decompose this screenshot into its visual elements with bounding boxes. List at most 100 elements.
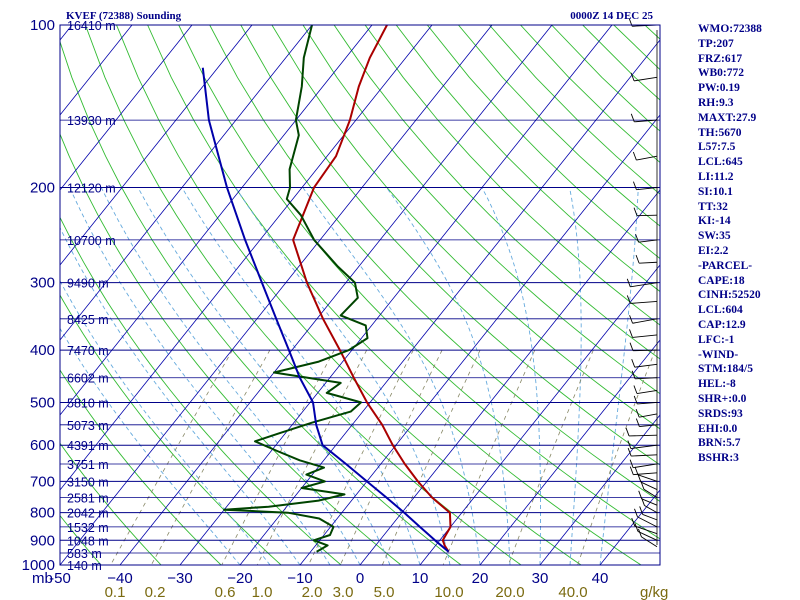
wind-barb bbox=[637, 516, 658, 528]
isotherm bbox=[119, 25, 553, 565]
wind-barb-flag bbox=[633, 207, 638, 216]
mixing-ratio-unit-label: g/kg bbox=[640, 584, 668, 600]
wind-barb bbox=[643, 488, 658, 498]
wind-barb bbox=[639, 413, 658, 418]
isotherm bbox=[479, 339, 660, 565]
sounding-index-item: LI:11.2 bbox=[698, 170, 734, 183]
mixing-ratio-tick-label: 20.0 bbox=[495, 584, 524, 600]
pressure-tick-label: 1000 bbox=[22, 557, 55, 574]
sounding-index-item: EHI:0.0 bbox=[698, 422, 738, 435]
height-level-label: 2581 m bbox=[67, 492, 109, 506]
moist-adiabat bbox=[137, 187, 391, 565]
isobar-grid bbox=[60, 24, 660, 566]
sounding-index-item: PW:0.19 bbox=[698, 82, 740, 95]
parcel-path bbox=[201, 67, 450, 553]
pressure-tick-label: 900 bbox=[30, 532, 55, 549]
wind-barb-flag bbox=[632, 181, 637, 190]
height-level-label: 140 m bbox=[67, 559, 102, 573]
mixing-ratio-tick-label: 10.0 bbox=[434, 584, 463, 600]
isotherm bbox=[60, 25, 193, 191]
wind-barb bbox=[636, 389, 658, 394]
mixing-ratio-tick-label: 0.1 bbox=[105, 584, 126, 600]
height-level-label: 3150 m bbox=[67, 475, 109, 489]
wind-barb bbox=[633, 472, 658, 476]
wind-barb-flag bbox=[630, 113, 635, 122]
wind-barb-flag bbox=[639, 506, 644, 515]
temperature-profile bbox=[292, 25, 452, 553]
wind-barb bbox=[630, 444, 658, 449]
isotherm bbox=[359, 189, 660, 565]
wind-barb-flag bbox=[638, 490, 643, 499]
wind-barb-flag bbox=[629, 466, 634, 475]
mixing-ratio-axis: 0.1 0.2 0.6 1.0 2.0 3.0 5.0 10.0 20.0 40.0 bbox=[105, 584, 588, 600]
temperature-axis: -50 −40 −30 −20 −10 0 10 20 30 40 bbox=[49, 570, 608, 587]
sounding-index-item: MAXT:27.9 bbox=[698, 111, 757, 124]
wind-barb-flag bbox=[633, 385, 638, 394]
pressure-tick-label: 500 bbox=[30, 394, 55, 411]
chart-title-station: KVEF (72388) Sounding bbox=[66, 10, 182, 22]
wind-barb-flag bbox=[638, 528, 642, 538]
pressure-tick-label: 300 bbox=[30, 275, 55, 292]
sounding-index-item: EI:2.2 bbox=[698, 244, 729, 257]
isotherm bbox=[539, 414, 660, 565]
wind-barb bbox=[641, 498, 658, 506]
pressure-tick-label: 400 bbox=[30, 342, 55, 359]
pressure-unit-label: mb bbox=[32, 570, 53, 587]
temperature-tick-label: 10 bbox=[412, 570, 429, 587]
wind-barb bbox=[639, 424, 658, 428]
sounding-indices: WMO:72388 TP:207 FRZ:617 WB0:772 PW:0.19 RH:9… bbox=[698, 22, 798, 466]
height-level-label: 8425 m bbox=[67, 313, 109, 327]
isotherm bbox=[239, 39, 660, 565]
wind-barb-flag bbox=[631, 370, 636, 379]
height-level-label: 7470 m bbox=[67, 344, 109, 358]
isotherm bbox=[419, 264, 660, 565]
mixing-ratio-tick-label: 3.0 bbox=[333, 584, 354, 600]
isotherm bbox=[60, 25, 493, 565]
wind-barb-flag bbox=[630, 72, 635, 82]
moist-adiabat bbox=[181, 187, 421, 565]
sounding-index-item: BSHR:3 bbox=[698, 452, 739, 465]
sounding-index-item: LCL:604 bbox=[698, 304, 743, 317]
sounding-index-item: TT:32 bbox=[698, 200, 728, 213]
wind-barb bbox=[630, 282, 658, 288]
mixing-ratio-tick-label: 40.0 bbox=[558, 584, 587, 600]
sounding-index-item: TH:5670 bbox=[698, 126, 742, 139]
wind-barb bbox=[638, 239, 658, 243]
wind-barb-flag bbox=[629, 329, 633, 338]
dewpoint-profile bbox=[223, 25, 369, 553]
sounding-index-item: SW:35 bbox=[698, 230, 731, 243]
sounding-index-item: L57:7.5 bbox=[698, 141, 736, 154]
pressure-axis: 100 200 300 400 500 600 700 800 900 1000 bbox=[22, 17, 55, 574]
sounding-index-item: -WIND- bbox=[698, 348, 739, 361]
height-level-label: 1532 m bbox=[67, 521, 109, 535]
wind-barb-flag bbox=[634, 466, 639, 476]
wind-barb bbox=[637, 401, 658, 405]
wind-barb-flag bbox=[632, 151, 637, 161]
wind-barb-flag bbox=[641, 497, 645, 506]
temperature-tick-label: 0 bbox=[356, 570, 364, 587]
pressure-tick-label: 100 bbox=[30, 17, 55, 34]
height-level-label: 13930 m bbox=[67, 114, 116, 128]
sounding-index-item: SHR+:0.0 bbox=[698, 392, 747, 405]
wind-barb bbox=[640, 481, 658, 490]
wind-barb bbox=[642, 514, 658, 521]
temperature-tick-label: 20 bbox=[472, 570, 489, 587]
wind-barb bbox=[633, 463, 658, 469]
wind-barb bbox=[639, 261, 658, 264]
temperature-tick-label: 40 bbox=[592, 570, 609, 587]
isotherm bbox=[0, 25, 12, 565]
isotherm bbox=[60, 25, 313, 341]
wind-barb bbox=[636, 187, 658, 191]
height-level-label: 9490 m bbox=[67, 277, 109, 291]
wind-barb bbox=[629, 434, 658, 437]
height-level-label: 10700 m bbox=[67, 234, 116, 248]
wind-barb bbox=[637, 531, 658, 541]
wind-barb-flag bbox=[635, 408, 640, 418]
wind-barb-flag bbox=[635, 234, 640, 243]
sounding-index-item: CAPE:18 bbox=[698, 274, 745, 287]
wind-barbs bbox=[625, 18, 658, 548]
height-level-label: 16410 m bbox=[67, 19, 116, 33]
height-level-label: 5073 m bbox=[67, 419, 109, 433]
wind-barb-flag bbox=[629, 459, 634, 468]
wind-barb-flag bbox=[637, 473, 642, 483]
